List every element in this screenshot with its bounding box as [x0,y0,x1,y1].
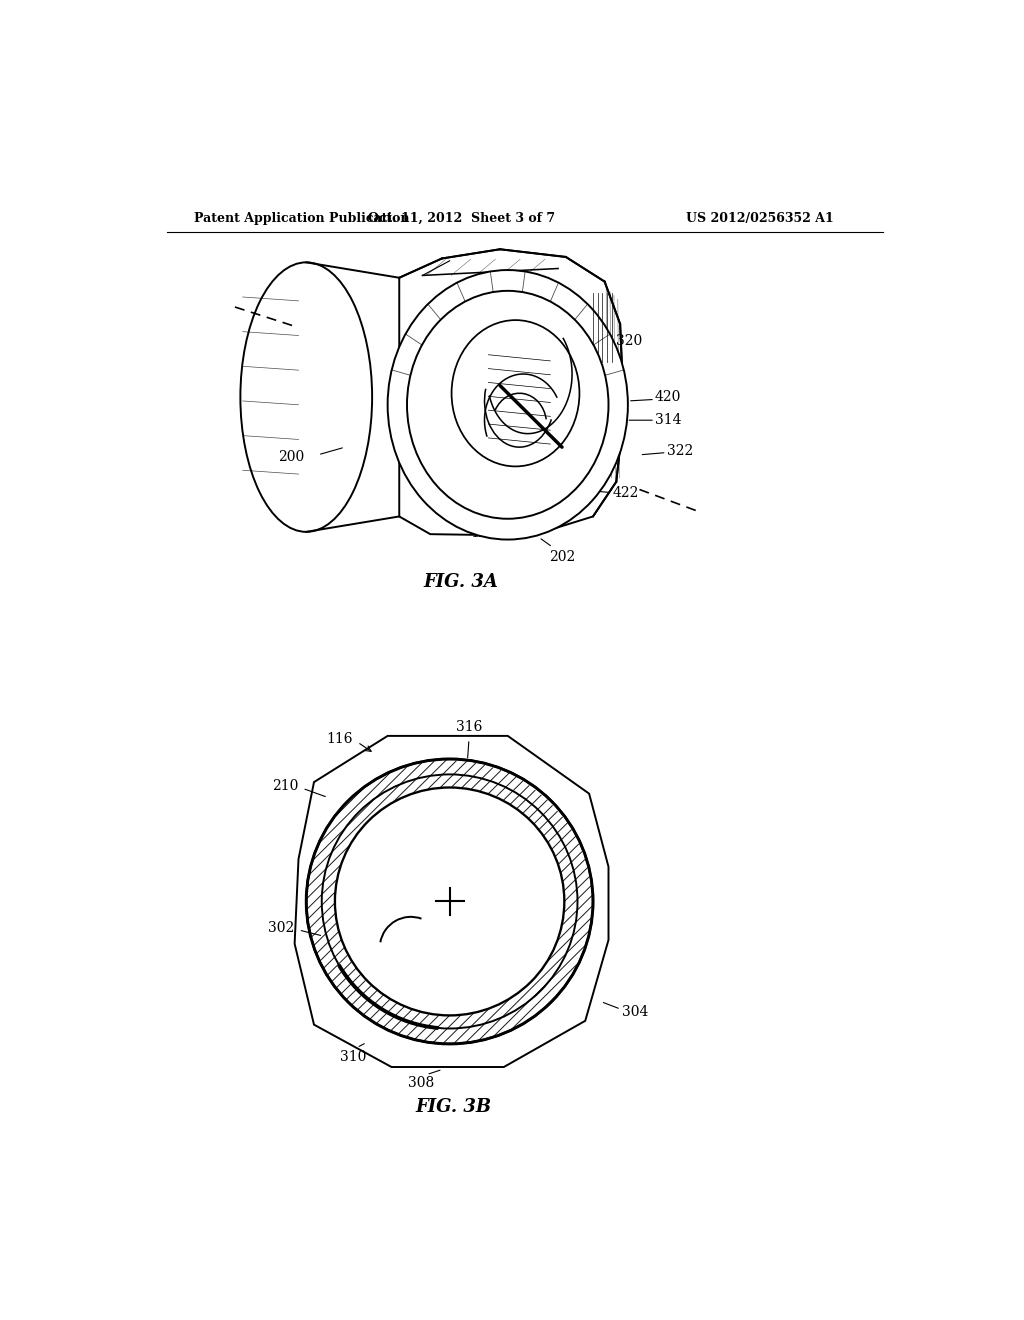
Text: 422: 422 [612,486,639,500]
Text: 116: 116 [327,733,352,746]
Text: FIG. 3A: FIG. 3A [424,573,499,591]
Text: 304: 304 [623,1005,649,1019]
Text: 316: 316 [456,721,482,734]
Text: 314: 314 [655,413,682,428]
Text: 200: 200 [279,450,305,465]
Text: 312: 312 [423,379,450,392]
Text: 302: 302 [268,921,295,936]
Text: 430: 430 [497,342,523,356]
Text: 318: 318 [361,876,388,891]
Circle shape [306,759,593,1044]
Text: 424: 424 [470,527,497,540]
Text: FIG. 3B: FIG. 3B [416,1098,492,1115]
Text: 202: 202 [549,549,575,564]
Text: 308: 308 [408,1076,434,1090]
Ellipse shape [388,271,628,540]
Circle shape [335,788,564,1015]
Text: US 2012/0256352 A1: US 2012/0256352 A1 [686,213,834,224]
Text: 322: 322 [667,444,693,458]
Polygon shape [295,737,608,1067]
Text: 310: 310 [340,1051,366,1064]
Text: 320: 320 [616,334,642,348]
Text: Patent Application Publication: Patent Application Publication [194,213,410,224]
Text: 210: 210 [272,779,299,793]
Text: Oct. 11, 2012  Sheet 3 of 7: Oct. 11, 2012 Sheet 3 of 7 [368,213,555,224]
Ellipse shape [407,290,608,519]
Text: 420: 420 [655,391,681,404]
